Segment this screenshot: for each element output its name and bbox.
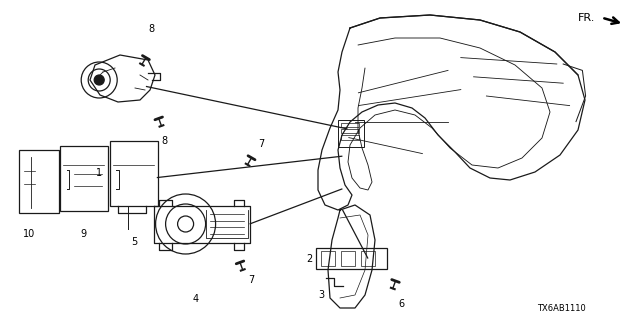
Bar [341, 129, 359, 133]
Text: 3: 3 [318, 290, 324, 300]
Circle shape [94, 75, 104, 85]
Text: 7: 7 [258, 139, 264, 149]
Text: TX6AB1110: TX6AB1110 [538, 304, 586, 313]
Bar [19, 150, 59, 213]
Text: 6: 6 [399, 299, 405, 309]
Bar [341, 123, 359, 127]
Text: 8: 8 [148, 24, 155, 34]
Bar [341, 135, 359, 140]
Text: FR.: FR. [578, 12, 595, 23]
Text: 2: 2 [306, 254, 312, 264]
Bar [361, 251, 375, 266]
Text: 4: 4 [192, 294, 198, 304]
Bar [338, 120, 364, 147]
Bar [110, 141, 158, 206]
Text: 5: 5 [131, 236, 138, 247]
Text: 9: 9 [80, 228, 86, 239]
Text: 10: 10 [23, 228, 36, 239]
Bar [321, 251, 335, 266]
Text: 7: 7 [248, 275, 254, 285]
Bar [316, 248, 387, 269]
Text: 1: 1 [96, 168, 102, 178]
Text: 8: 8 [161, 136, 168, 146]
Bar [60, 146, 108, 211]
Bar [341, 251, 355, 266]
